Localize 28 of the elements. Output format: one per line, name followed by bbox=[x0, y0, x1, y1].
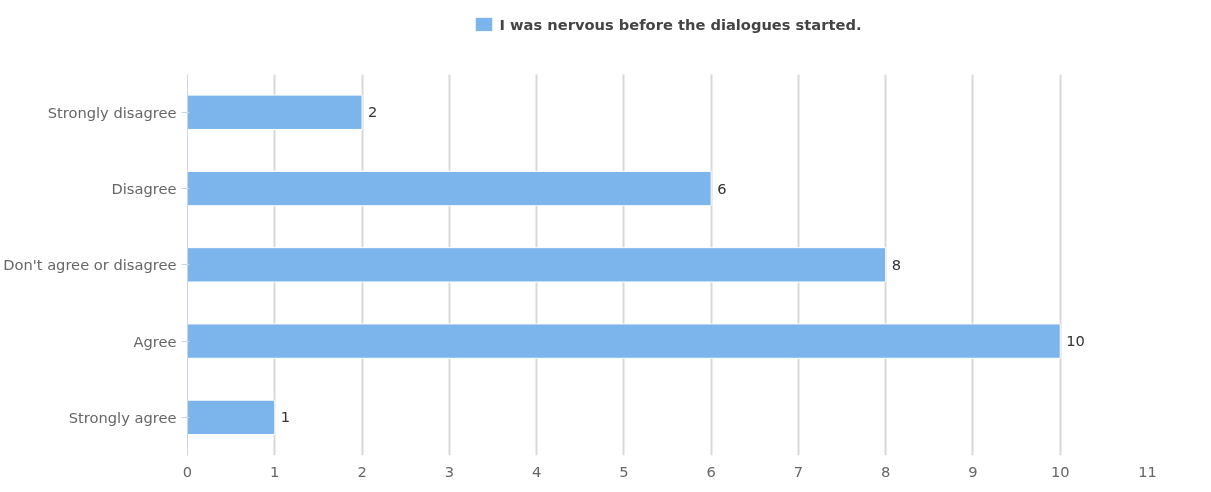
y-tick-label: Agree bbox=[133, 332, 177, 350]
y-tick-label: Strongly agree bbox=[68, 408, 177, 426]
x-tick-label: 11 bbox=[1138, 462, 1157, 480]
bar bbox=[187, 170, 712, 207]
x-tick-label: 6 bbox=[706, 462, 716, 480]
data-label: 1 bbox=[280, 408, 291, 426]
legend-label: I was nervous before the dialogues started. bbox=[499, 15, 862, 33]
bar bbox=[187, 323, 1061, 359]
y-tick-label: Don't agree or disagree bbox=[3, 256, 177, 274]
data-label: 8 bbox=[891, 255, 902, 273]
x-tick-label: 7 bbox=[793, 462, 804, 480]
bar bbox=[187, 399, 276, 436]
data-label: 2 bbox=[368, 103, 378, 121]
x-tick-label: 1 bbox=[270, 462, 280, 480]
y-tick-label: Disagree bbox=[111, 180, 177, 198]
data-label: 6 bbox=[717, 179, 727, 197]
bar bbox=[187, 94, 363, 130]
bar bbox=[187, 247, 887, 283]
x-tick-label: 9 bbox=[968, 462, 978, 480]
x-tick-label: 10 bbox=[1050, 462, 1070, 480]
x-tick-label: 2 bbox=[357, 462, 367, 480]
x-tick-label: 4 bbox=[531, 462, 542, 480]
x-tick-label: 8 bbox=[881, 462, 891, 480]
x-tick-label: 0 bbox=[182, 462, 193, 480]
data-label: 10 bbox=[1066, 332, 1085, 350]
x-tick-label: 5 bbox=[619, 462, 629, 480]
x-tick-label: 3 bbox=[444, 462, 454, 480]
y-tick-label: Strongly disagree bbox=[47, 103, 177, 121]
